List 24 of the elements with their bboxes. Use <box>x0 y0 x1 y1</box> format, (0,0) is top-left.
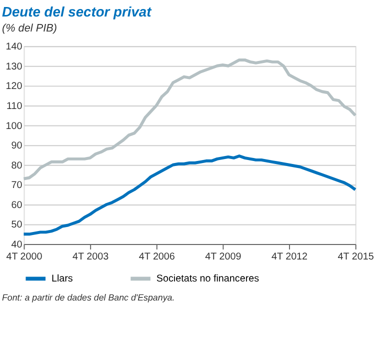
y-tick-label: 120 <box>6 81 23 92</box>
y-tick-label: 90 <box>11 140 23 152</box>
y-tick-label: 110 <box>6 100 23 112</box>
y-tick-label: 60 <box>11 200 23 211</box>
y-tick-label: 40 <box>11 240 23 251</box>
x-tick-label: 4T 2015 <box>338 251 374 262</box>
x-tick-label: 4T 2003 <box>72 251 110 262</box>
legend-label: Societats no financeres <box>156 274 260 285</box>
line-series <box>22 154 357 236</box>
y-tick-label: 130 <box>6 61 23 72</box>
chart-subtitle: (% del PIB) <box>2 22 57 34</box>
x-tick-label: 4T 2006 <box>138 251 176 262</box>
x-tick-label: 4T 2009 <box>205 251 242 262</box>
legend-label: Llars <box>51 274 73 285</box>
y-tick-label: 50 <box>11 220 23 231</box>
x-tick-label: 4T 2000 <box>6 251 43 262</box>
y-tick-label: 140 <box>6 42 23 53</box>
line-series <box>22 58 357 180</box>
chart-title: Deute del sector privat <box>2 3 153 20</box>
y-tick-label: 80 <box>11 160 23 172</box>
y-tick-label: 100 <box>6 120 23 132</box>
x-tick-label: 4T 2012 <box>271 251 308 262</box>
y-tick-label: 70 <box>11 180 23 192</box>
text: Font: a partir de dades del Banc d'Espanya. <box>2 292 175 302</box>
